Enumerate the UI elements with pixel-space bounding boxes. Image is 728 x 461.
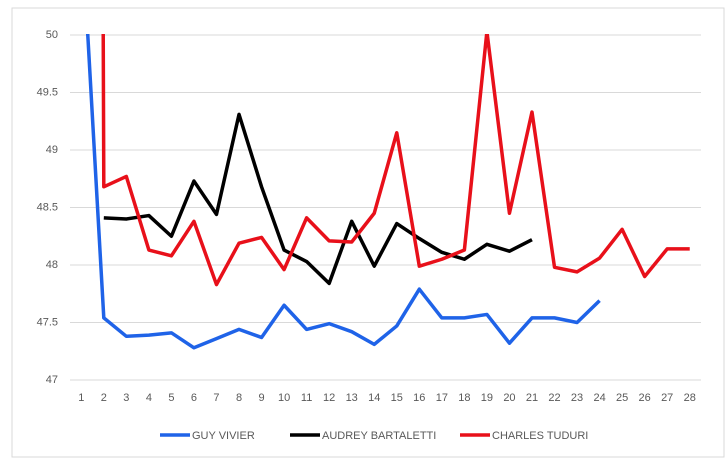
x-tick-label: 19 bbox=[481, 392, 493, 404]
x-tick-label: 10 bbox=[278, 392, 290, 404]
x-tick-label: 14 bbox=[368, 392, 380, 404]
legend-label: GUY VIVIER bbox=[192, 430, 255, 442]
series-line bbox=[101, 34, 690, 287]
x-tick-label: 23 bbox=[571, 392, 583, 404]
x-tick-label: 1 bbox=[78, 392, 84, 404]
x-tick-label: 18 bbox=[458, 392, 470, 404]
y-tick-label: 48.5 bbox=[37, 201, 58, 213]
legend-label: CHARLES TUDURI bbox=[492, 430, 588, 442]
y-tick-label: 49 bbox=[46, 144, 58, 156]
y-tick-label: 48 bbox=[46, 259, 58, 271]
series-line bbox=[103, 112, 533, 286]
x-tick-label: 7 bbox=[213, 392, 219, 404]
x-tick-label: 22 bbox=[548, 392, 560, 404]
y-tick-label: 49.5 bbox=[37, 86, 58, 98]
legend-label: AUDREY BARTALETTI bbox=[322, 430, 436, 442]
x-tick-label: 6 bbox=[191, 392, 197, 404]
y-tick-label: 50 bbox=[46, 29, 58, 41]
x-tick-label: 16 bbox=[413, 392, 425, 404]
x-tick-label: 27 bbox=[661, 392, 673, 404]
x-tick-label: 3 bbox=[123, 392, 129, 404]
x-tick-label: 9 bbox=[258, 392, 264, 404]
x-tick-label: 4 bbox=[146, 392, 152, 404]
y-tick-label: 47.5 bbox=[37, 316, 58, 328]
x-tick-label: 2 bbox=[101, 392, 107, 404]
x-tick-label: 8 bbox=[236, 392, 242, 404]
x-tick-label: 5 bbox=[168, 392, 174, 404]
x-tick-label: 20 bbox=[503, 392, 515, 404]
x-tick-label: 26 bbox=[639, 392, 651, 404]
x-tick-label: 12 bbox=[323, 392, 335, 404]
y-tick-label: 47 bbox=[46, 374, 58, 386]
x-tick-label: 15 bbox=[391, 392, 403, 404]
x-tick-label: 13 bbox=[346, 392, 358, 404]
x-tick-label: 21 bbox=[526, 392, 538, 404]
chart-frame bbox=[11, 7, 725, 458]
x-tick-label: 25 bbox=[616, 392, 628, 404]
x-tick-label: 24 bbox=[593, 392, 605, 404]
x-tick-label: 11 bbox=[301, 392, 312, 404]
x-tick-label: 17 bbox=[436, 392, 448, 404]
plot-area bbox=[85, 34, 690, 350]
x-tick-label: 28 bbox=[684, 392, 696, 404]
series-line bbox=[85, 34, 601, 350]
